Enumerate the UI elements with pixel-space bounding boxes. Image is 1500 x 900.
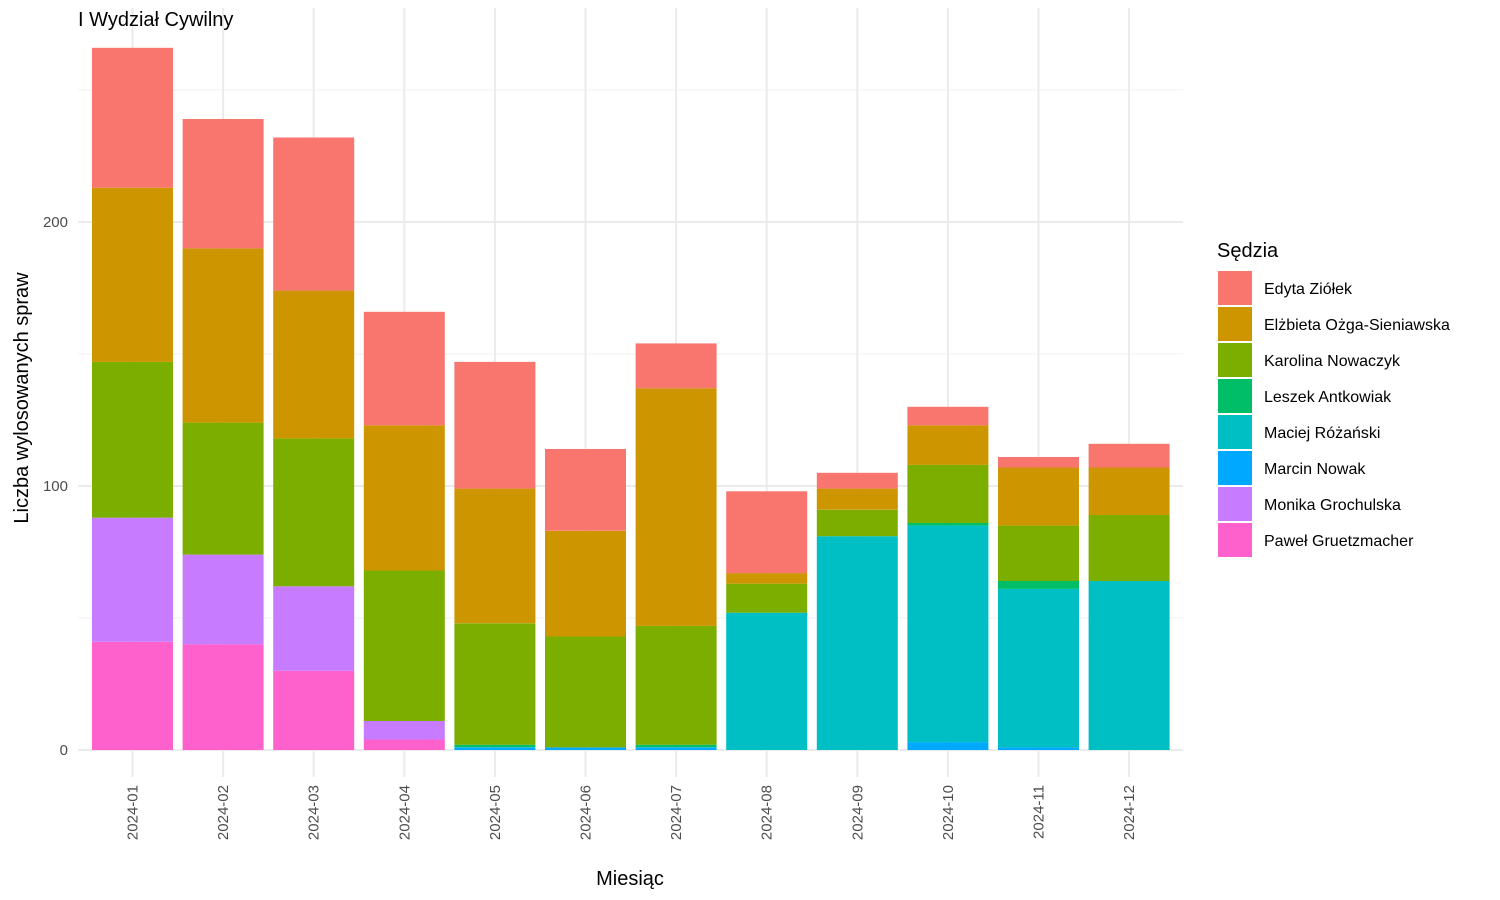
- y-tick-label: 100: [43, 478, 68, 495]
- bar-segment: [1088, 581, 1170, 750]
- legend-title: Sędzia: [1217, 240, 1279, 262]
- chart-title: I Wydział Cywilny: [78, 9, 233, 31]
- bar-segment: [273, 290, 355, 439]
- bar-segment: [726, 583, 808, 613]
- bar-segment: [816, 536, 898, 750]
- legend-swatch: [1218, 307, 1252, 341]
- bar-segment: [454, 623, 536, 745]
- x-tick-label: 2024-01: [125, 785, 142, 840]
- bar-segment: [907, 425, 989, 465]
- bar-segment: [454, 747, 536, 750]
- bar-segment: [1088, 515, 1170, 581]
- bar-segment: [273, 586, 355, 671]
- bar-segment: [454, 744, 536, 748]
- bar-segment: [635, 625, 717, 745]
- legend-swatch: [1218, 487, 1252, 521]
- legend-swatch: [1218, 451, 1252, 485]
- bar-segment: [1088, 443, 1170, 468]
- bar-segment: [726, 612, 808, 750]
- bar-segment: [998, 747, 1079, 750]
- x-tick-label: 2024-02: [215, 785, 232, 840]
- bar-segment: [363, 570, 445, 721]
- bar-segment: [907, 525, 989, 743]
- bar-segment: [816, 509, 898, 537]
- legend-swatch: [1218, 271, 1252, 305]
- bar-segment: [998, 457, 1079, 468]
- bar-segment: [545, 747, 626, 750]
- legend-label: Karolina Nowaczyk: [1264, 353, 1401, 370]
- bar-segment: [363, 425, 445, 571]
- bar-segment: [273, 438, 355, 587]
- bar-segment: [363, 311, 445, 426]
- bar-segment: [454, 488, 536, 624]
- legend-label: Edyta Ziółek: [1264, 281, 1353, 298]
- bar-segment: [726, 491, 808, 574]
- bar-segment: [907, 464, 989, 523]
- bar-segment: [907, 406, 989, 426]
- bar-segment: [273, 137, 355, 291]
- bar-segment: [92, 361, 173, 518]
- x-tick-label: 2024-07: [668, 785, 685, 840]
- bar-segment: [816, 472, 898, 489]
- legend-label: Monika Grochulska: [1264, 497, 1401, 514]
- y-tick-label: 200: [43, 214, 68, 231]
- bar-segment: [907, 523, 989, 526]
- bar-segment: [635, 343, 717, 389]
- y-axis-title: Liczba wylosowanych spraw: [11, 272, 33, 524]
- bar-segment: [907, 742, 989, 750]
- bar-segment: [92, 641, 173, 750]
- legend-label: Leszek Antkowiak: [1264, 389, 1392, 406]
- bar-segment: [726, 573, 808, 584]
- bar-segment: [182, 119, 264, 249]
- bars: [92, 47, 1170, 750]
- legend: Sędzia Edyta Ziółek Elżbieta Ożga-Sieniaw…: [1217, 240, 1450, 557]
- x-tick-label: 2024-10: [940, 785, 957, 840]
- legend-swatch: [1218, 415, 1252, 449]
- bar-segment: [363, 721, 445, 740]
- x-tick-label: 2024-11: [1031, 785, 1048, 839]
- x-axis-title: Miesiąc: [596, 868, 664, 890]
- x-tick-label: 2024-03: [306, 785, 323, 840]
- bar-segment: [635, 747, 717, 750]
- x-tick-label: 2024-08: [759, 785, 776, 840]
- bar-segment: [182, 422, 264, 555]
- bar-segment: [998, 467, 1079, 526]
- x-tick-label: 2024-06: [578, 785, 595, 840]
- bar-segment: [816, 488, 898, 510]
- bar-segment: [92, 187, 173, 362]
- legend-label: Elżbieta Ożga-Sieniawska: [1264, 317, 1450, 334]
- x-axis-ticks: 2024-01 2024-02 2024-03 2024-04 2024-05 2024-…: [125, 785, 1139, 840]
- legend-label: Paweł Gruetzmacher: [1264, 533, 1414, 550]
- bar-segment: [182, 248, 264, 423]
- bar-segment: [92, 517, 173, 642]
- bar-segment: [363, 739, 445, 750]
- bar-segment: [545, 530, 626, 637]
- bar-segment: [454, 361, 536, 489]
- bar-segment: [182, 644, 264, 750]
- bar-segment: [998, 589, 1079, 748]
- legend-swatch: [1218, 523, 1252, 557]
- legend-swatch: [1218, 379, 1252, 413]
- bar-segment: [273, 670, 355, 750]
- legend-label: Maciej Różański: [1264, 425, 1380, 442]
- bar-segment: [545, 449, 626, 531]
- legend-label: Marcin Nowak: [1264, 461, 1366, 478]
- x-tick-label: 2024-04: [396, 785, 413, 840]
- legend-swatch: [1218, 343, 1252, 377]
- bar-segment: [998, 581, 1079, 589]
- bar-segment: [545, 636, 626, 748]
- y-axis-ticks: 0 100 200: [43, 214, 68, 759]
- y-tick-label: 0: [60, 742, 68, 759]
- bar-segment: [635, 744, 717, 748]
- x-tick-label: 2024-05: [487, 785, 504, 840]
- bar-segment: [998, 525, 1079, 581]
- bar-segment: [182, 554, 264, 645]
- bar-segment: [635, 388, 717, 626]
- bar-segment: [92, 47, 173, 188]
- bar-segment: [1088, 467, 1170, 515]
- x-tick-label: 2024-09: [849, 785, 866, 840]
- x-tick-label: 2024-12: [1121, 785, 1138, 840]
